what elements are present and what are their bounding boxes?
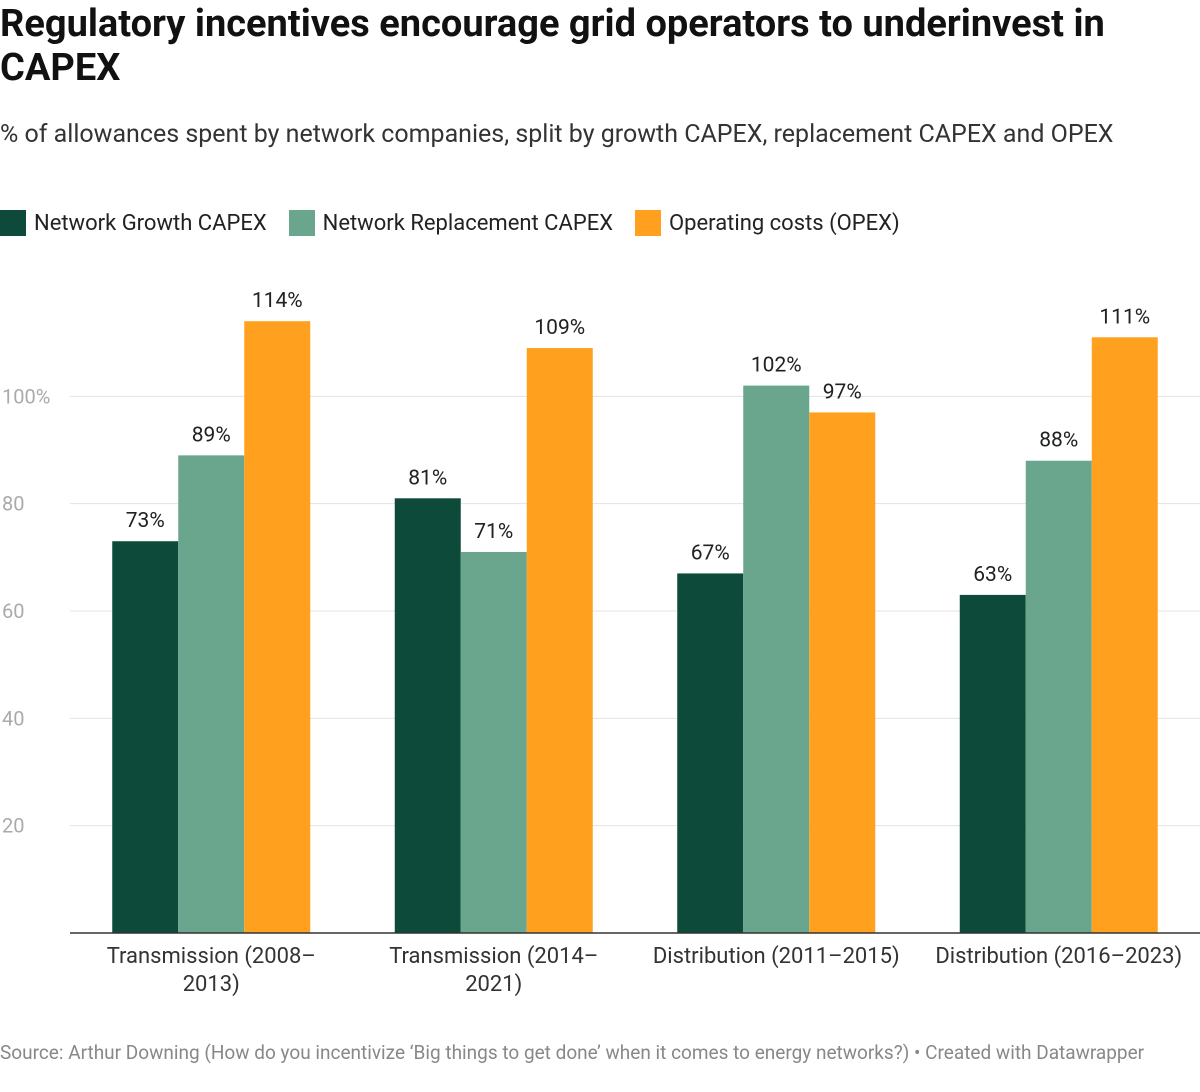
- bar: [743, 385, 810, 934]
- value-label: 73%: [126, 509, 165, 533]
- y-tick-label: 20: [2, 814, 24, 838]
- bar: [460, 551, 527, 933]
- legend-item: Network Replacement CAPEX: [288, 210, 614, 236]
- bar: [809, 412, 876, 933]
- chart-title: Regulatory incentives encourage grid ope…: [0, 2, 1105, 90]
- value-label: 111%: [1099, 305, 1150, 329]
- chart-subtitle: % of allowances spent by network compani…: [0, 120, 1114, 149]
- legend-label: Network Replacement CAPEX: [322, 210, 614, 236]
- value-label: 67%: [691, 541, 730, 565]
- legend-item: Network Growth CAPEX: [0, 210, 267, 236]
- value-label: 109%: [534, 316, 585, 340]
- bar: [526, 348, 593, 933]
- value-label: 102%: [751, 354, 802, 378]
- legend-swatch: [288, 210, 315, 236]
- value-label: 71%: [474, 520, 513, 544]
- source: Source: Arthur Downing (How do you incen…: [0, 1041, 1145, 1064]
- y-tick-label: 100%: [2, 384, 50, 408]
- x-tick-label: Transmission (2008–2013): [106, 944, 316, 997]
- legend-swatch: [0, 210, 26, 236]
- value-label: 63%: [973, 563, 1012, 587]
- value-label: 89%: [192, 423, 231, 447]
- x-tick-label: Distribution (2016–2023): [935, 944, 1183, 969]
- bar: [959, 594, 1026, 933]
- x-tick-label: Distribution (2011–2015): [652, 944, 900, 969]
- y-tick-label: 40: [2, 706, 24, 730]
- value-label: 97%: [823, 380, 862, 404]
- bar: [112, 541, 179, 933]
- bar: [394, 498, 461, 933]
- y-tick-label: 60: [2, 599, 24, 623]
- bar: [1025, 460, 1092, 933]
- bar: [1091, 337, 1158, 933]
- value-label: 114%: [252, 289, 303, 313]
- legend-label: Network Growth CAPEX: [34, 210, 267, 236]
- bar: [677, 573, 744, 933]
- bar: [178, 455, 245, 933]
- y-tick-label: 80: [2, 492, 24, 516]
- bar: [244, 321, 311, 933]
- legend: Network Growth CAPEX Network Replacement …: [0, 210, 900, 236]
- value-label: 88%: [1039, 429, 1078, 453]
- legend-swatch: [635, 210, 662, 236]
- legend-item: Operating costs (OPEX): [635, 210, 900, 236]
- value-label: 81%: [408, 466, 447, 490]
- legend-label: Operating costs (OPEX): [669, 210, 900, 236]
- x-tick-label: Transmission (2014–2021): [389, 944, 599, 997]
